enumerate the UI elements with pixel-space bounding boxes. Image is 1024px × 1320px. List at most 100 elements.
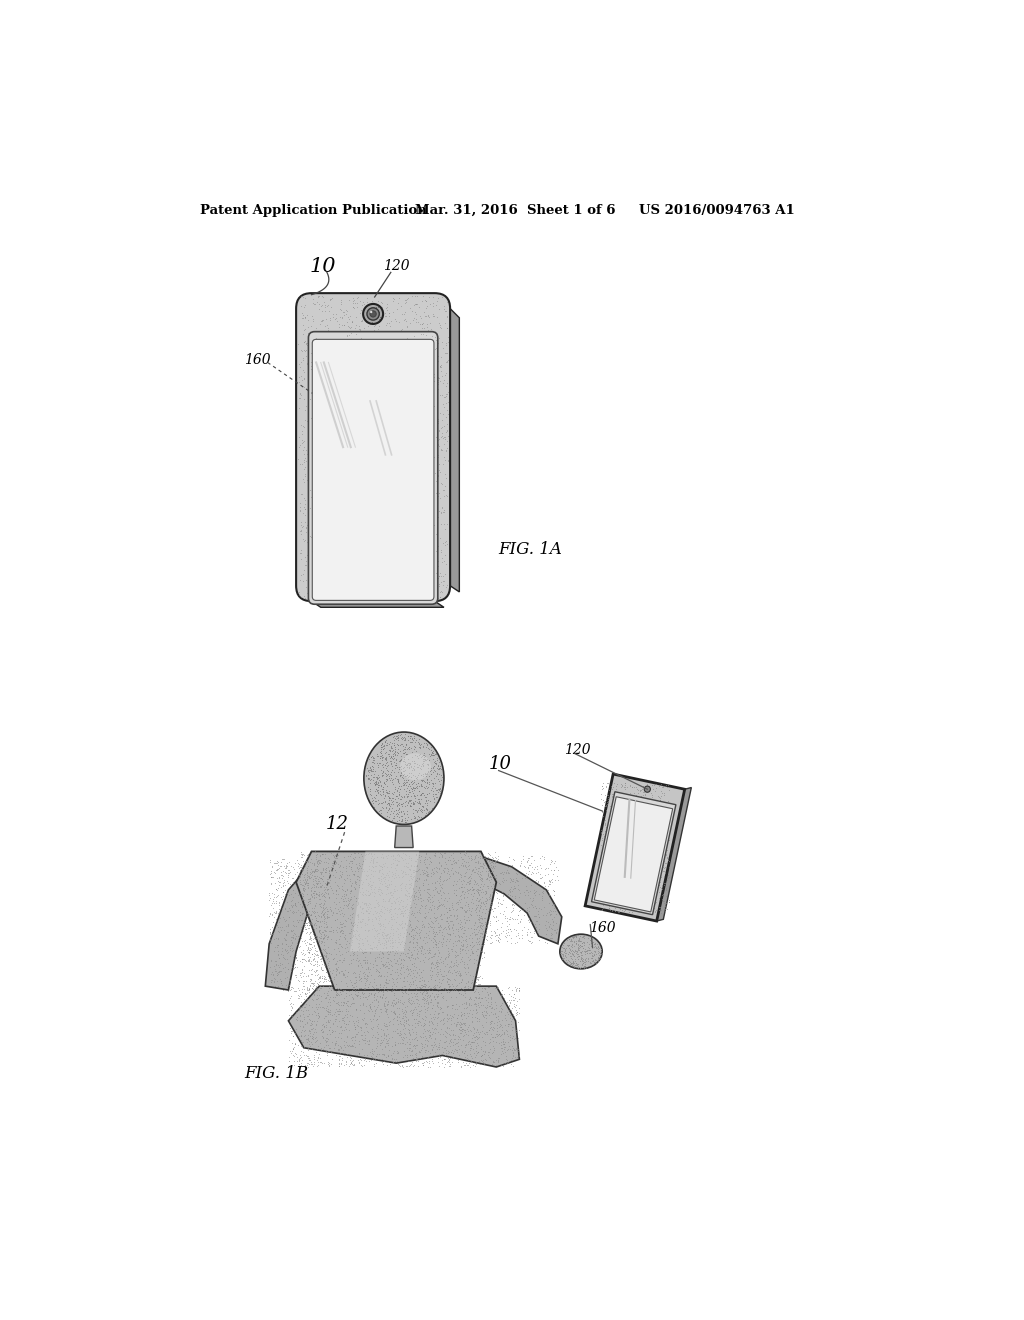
Point [338,986,354,1007]
Point [351,966,368,987]
Point [600,859,616,880]
Point [314,921,331,942]
Point [482,1018,499,1039]
Point [374,586,390,607]
Point [319,900,336,921]
Point [460,871,476,892]
Point [413,764,429,785]
Point [303,408,319,429]
Point [304,546,321,568]
Point [408,979,424,1001]
Point [335,451,351,473]
Point [396,529,413,550]
Point [294,931,310,952]
Point [481,845,498,866]
Point [310,946,327,968]
Point [395,495,412,516]
Point [319,869,336,890]
Point [313,931,330,952]
Point [315,917,332,939]
Point [267,892,284,913]
Point [417,388,433,409]
Point [502,1005,518,1026]
Point [379,417,395,438]
Point [322,347,338,368]
Point [288,966,304,987]
Point [347,966,364,987]
Point [569,937,586,958]
Point [479,925,496,946]
Point [624,807,640,828]
Point [600,842,616,863]
Point [303,929,319,950]
Point [430,434,446,455]
Point [466,1018,482,1039]
Point [483,1019,500,1040]
Point [410,463,426,484]
Point [385,791,401,812]
Point [336,991,352,1012]
Point [328,993,344,1014]
Point [446,851,463,873]
Point [368,784,384,805]
Point [329,985,345,1006]
Point [402,946,419,968]
Point [650,787,667,808]
Point [602,816,618,837]
Point [341,564,357,585]
Point [415,796,431,817]
Point [368,982,384,1003]
Point [474,1020,490,1041]
Point [408,921,424,942]
Point [611,821,628,842]
Point [310,524,327,545]
Point [354,876,371,898]
Point [373,846,389,867]
Point [357,564,374,585]
Point [344,977,360,998]
Point [371,932,387,953]
Point [557,940,573,961]
Point [324,451,340,473]
Point [590,936,606,957]
Point [486,898,503,919]
Point [438,1018,455,1039]
Point [427,909,443,931]
Point [465,942,481,964]
Point [332,298,348,319]
Point [463,859,479,880]
Point [337,937,353,958]
Point [484,998,501,1019]
Point [337,960,353,981]
Point [292,859,308,880]
Point [452,913,468,935]
Point [625,803,641,824]
Point [566,954,583,975]
Point [587,940,603,961]
Point [292,998,308,1019]
Point [318,916,335,937]
Point [299,859,315,880]
Point [654,836,671,857]
Point [477,895,494,916]
Point [306,925,323,946]
Point [420,1027,436,1048]
Point [521,887,538,908]
Point [268,859,285,880]
Point [625,776,641,797]
Point [319,1051,336,1072]
Point [402,755,419,776]
Point [375,981,391,1002]
Point [541,928,557,949]
Point [381,422,397,444]
Point [643,847,659,869]
Point [379,515,395,536]
Point [339,507,355,528]
Point [454,896,470,917]
Point [303,343,319,364]
Point [436,858,453,879]
Point [435,372,452,393]
Point [384,747,400,768]
Point [303,863,319,884]
Point [330,326,346,347]
